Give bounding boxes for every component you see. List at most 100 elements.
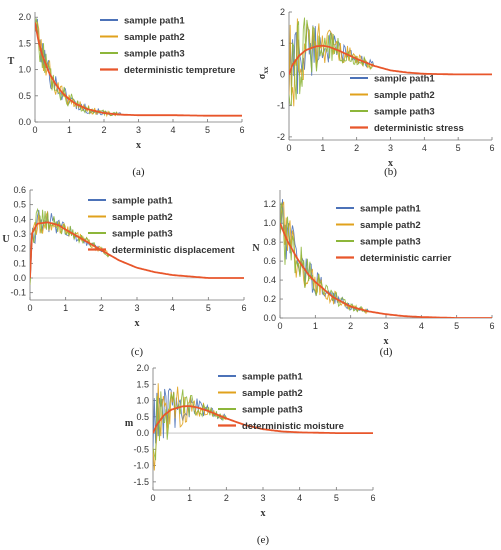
x-tick-label: 1 [313,321,318,331]
y-tick-label: 0.6 [263,256,276,266]
y-tick-label: 2.0 [136,363,149,373]
y-axis-label: T [8,56,15,67]
y-tick-label: 0.8 [263,237,276,247]
panel-caption: (a) [132,166,145,178]
x-tick-label: 5 [205,125,210,135]
legend-label: deterministic stress [374,123,464,134]
legend-label: sample path1 [242,372,303,383]
y-tick-label: 0 [280,69,285,79]
x-tick-label: 3 [134,303,139,313]
y-axis-label: U [2,234,9,245]
x-tick-label: 0 [277,321,282,331]
y-tick-label: 1.0 [18,65,31,75]
x-tick-label: 3 [388,143,393,153]
x-tick-label: 0 [286,143,291,153]
x-tick-label: 1 [67,125,72,135]
x-tick-label: 6 [370,493,375,503]
legend-label: sample path3 [374,107,435,118]
legend: sample path1 sample path2 sample path3 dete… [350,74,464,134]
x-tick-label: 2 [99,303,104,313]
chart-panel: 0 1 2 3 4 5 6 x -0.1 0.0 0.1 0.2 0.3 0.4 0.5 0.6 Usample… [2,185,246,358]
x-tick-label: 5 [456,143,461,153]
y-tick-label: -0.1 [10,288,26,298]
x-tick-label: 6 [489,321,494,331]
x-axis-label: x [384,336,389,347]
y-tick-label: 0.6 [13,185,26,195]
x-axis-label: x [136,140,141,151]
y-tick-label: 0.5 [18,91,31,101]
x-tick-label: 5 [206,303,211,313]
x-tick-label: 4 [419,321,424,331]
legend-label: sample path3 [360,237,421,248]
x-tick-label: 6 [241,303,246,313]
series-line-deterministic [35,22,242,117]
series-line-deterministic [289,44,492,76]
x-tick-label: 4 [170,303,175,313]
y-tick-label: -0.5 [133,444,149,454]
x-tick-label: 2 [354,143,359,153]
y-tick-label: 0.3 [13,229,26,239]
legend-label: sample path3 [112,229,173,240]
y-tick-label: 0.0 [136,428,149,438]
legend-label: deterministic tempreture [124,65,235,76]
legend: sample path1 sample path2 sample path3 dete… [218,372,344,432]
series-line-deterministic [280,222,492,318]
y-tick-label: 0.1 [13,258,26,268]
y-tick-label: 1.0 [136,396,149,406]
x-tick-label: 3 [136,125,141,135]
panel-caption: (d) [380,346,393,358]
x-tick-label: 3 [383,321,388,331]
x-axis-label: x [388,158,393,169]
legend-label: sample path2 [374,90,435,101]
y-tick-label: 0.2 [13,244,26,254]
legend-label: deterministic displacement [112,245,235,256]
legend-label: sample path1 [360,204,421,215]
x-axis-label: x [261,508,266,519]
x-tick-label: 4 [297,493,302,503]
y-tick-label: 0.0 [13,273,26,283]
y-tick-label: 0.2 [263,294,276,304]
x-tick-label: 5 [334,493,339,503]
legend-label: sample path3 [124,49,185,60]
legend-label: sample path2 [124,32,185,43]
x-tick-label: 2 [348,321,353,331]
y-tick-label: 2 [280,7,285,17]
legend-label: sample path2 [242,388,303,399]
y-tick-label: -1 [277,101,285,111]
y-tick-label: -2 [277,132,285,142]
x-tick-label: 6 [239,125,244,135]
y-tick-label: 0.4 [263,275,276,285]
y-tick-label: 2.0 [18,12,31,22]
x-tick-label: 2 [224,493,229,503]
y-tick-label: 0.5 [13,200,26,210]
y-tick-label: -1.0 [133,461,149,471]
y-tick-label: 1.5 [136,379,149,389]
panel-caption: (e) [257,534,270,546]
x-axis-label: x [135,318,140,329]
series-line-deterministic [30,221,244,279]
y-tick-label: -1.5 [133,477,149,487]
y-tick-label: 0.0 [263,313,276,323]
y-tick-label: 1 [280,38,285,48]
x-tick-label: 1 [187,493,192,503]
x-tick-label: 1 [320,143,325,153]
legend-label: deterministic carrier [360,253,452,264]
legend-label: deterministic moisture [242,421,344,432]
panel-caption: (c) [131,346,144,358]
x-tick-label: 1 [63,303,68,313]
series-line-deterministic [153,405,373,434]
panel-caption: (b) [384,166,397,178]
x-tick-label: 0 [150,493,155,503]
legend-label: sample path1 [374,74,435,85]
legend: sample path1 sample path2 sample path3 dete… [336,204,452,264]
x-tick-label: 3 [260,493,265,503]
x-tick-label: 6 [489,143,494,153]
x-tick-label: 0 [27,303,32,313]
x-tick-label: 2 [101,125,106,135]
x-tick-label: 4 [422,143,427,153]
